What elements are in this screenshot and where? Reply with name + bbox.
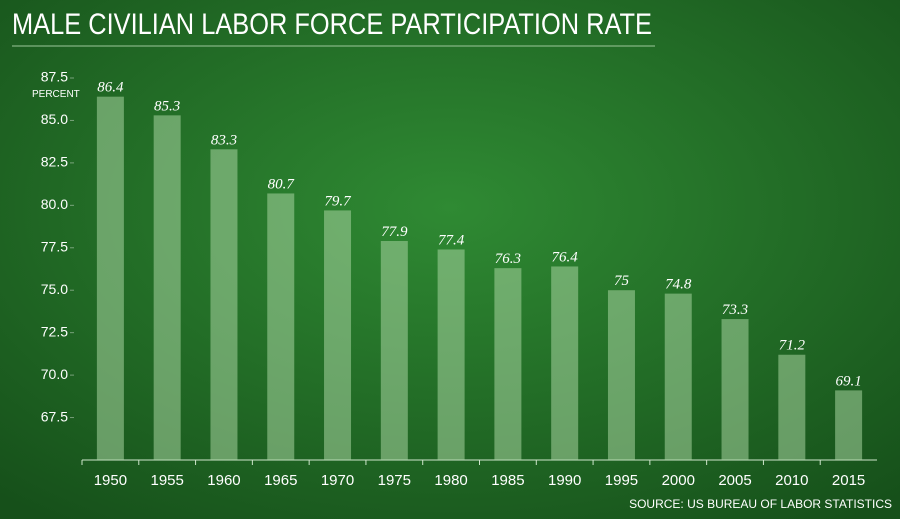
bar xyxy=(551,266,579,460)
value-label: 73.3 xyxy=(722,302,748,318)
x-tick-label: 1950 xyxy=(94,472,127,489)
value-label: 75 xyxy=(614,273,630,289)
bar xyxy=(324,210,352,460)
bar xyxy=(153,115,181,461)
value-label: 79.7 xyxy=(324,193,352,209)
value-label: 83.3 xyxy=(211,132,237,148)
x-tick-label: 1985 xyxy=(491,472,524,489)
value-label: 76.3 xyxy=(495,251,521,267)
y-tick-label: 82.5 xyxy=(41,154,68,170)
x-tick-label: 2015 xyxy=(832,472,865,489)
y-tick-label: 67.5 xyxy=(41,408,68,424)
bar xyxy=(494,268,522,460)
value-label: 86.4 xyxy=(97,80,124,96)
y-axis-label: PERCENT xyxy=(32,89,80,100)
bar xyxy=(96,96,124,461)
bar xyxy=(210,149,238,460)
chart-title: MALE CIVILIAN LABOR FORCE PARTICIPATION … xyxy=(12,8,652,41)
bar xyxy=(437,249,465,460)
y-tick-label: 72.5 xyxy=(41,323,68,339)
x-tick-label: 1970 xyxy=(321,472,354,489)
bar xyxy=(664,293,692,460)
x-tick-label: 2000 xyxy=(662,472,695,489)
bar xyxy=(835,390,863,460)
value-label: 76.4 xyxy=(552,249,579,265)
bar xyxy=(607,290,635,460)
x-tick-label: 1995 xyxy=(605,472,638,489)
bar xyxy=(267,193,295,460)
value-label: 69.1 xyxy=(835,373,861,389)
x-tick-label: 2010 xyxy=(775,472,808,489)
source-note: SOURCE: US BUREAU OF LABOR STATISTICS xyxy=(629,497,892,511)
y-tick-label: 85.0 xyxy=(41,111,68,127)
value-label: 77.9 xyxy=(381,224,408,240)
x-tick-label: 1975 xyxy=(378,472,411,489)
bar xyxy=(778,354,806,460)
y-tick-label: 80.0 xyxy=(41,196,68,212)
value-label: 80.7 xyxy=(268,176,296,192)
value-label: 71.2 xyxy=(779,338,806,354)
x-tick-label: 1955 xyxy=(150,472,183,489)
y-tick-label: 70.0 xyxy=(41,366,68,382)
x-tick-label: 1965 xyxy=(264,472,297,489)
value-label: 85.3 xyxy=(154,98,180,114)
value-label: 74.8 xyxy=(665,277,692,293)
y-tick-label: 87.5 xyxy=(41,69,68,85)
x-tick-label: 1980 xyxy=(434,472,467,489)
bar xyxy=(721,319,749,460)
x-tick-label: 2005 xyxy=(718,472,751,489)
bar xyxy=(380,240,408,460)
value-label: 77.4 xyxy=(438,232,465,248)
x-tick-label: 1960 xyxy=(207,472,240,489)
y-tick-label: 77.5 xyxy=(41,238,68,254)
x-tick-label: 1990 xyxy=(548,472,581,489)
y-tick-label: 75.0 xyxy=(41,281,68,297)
